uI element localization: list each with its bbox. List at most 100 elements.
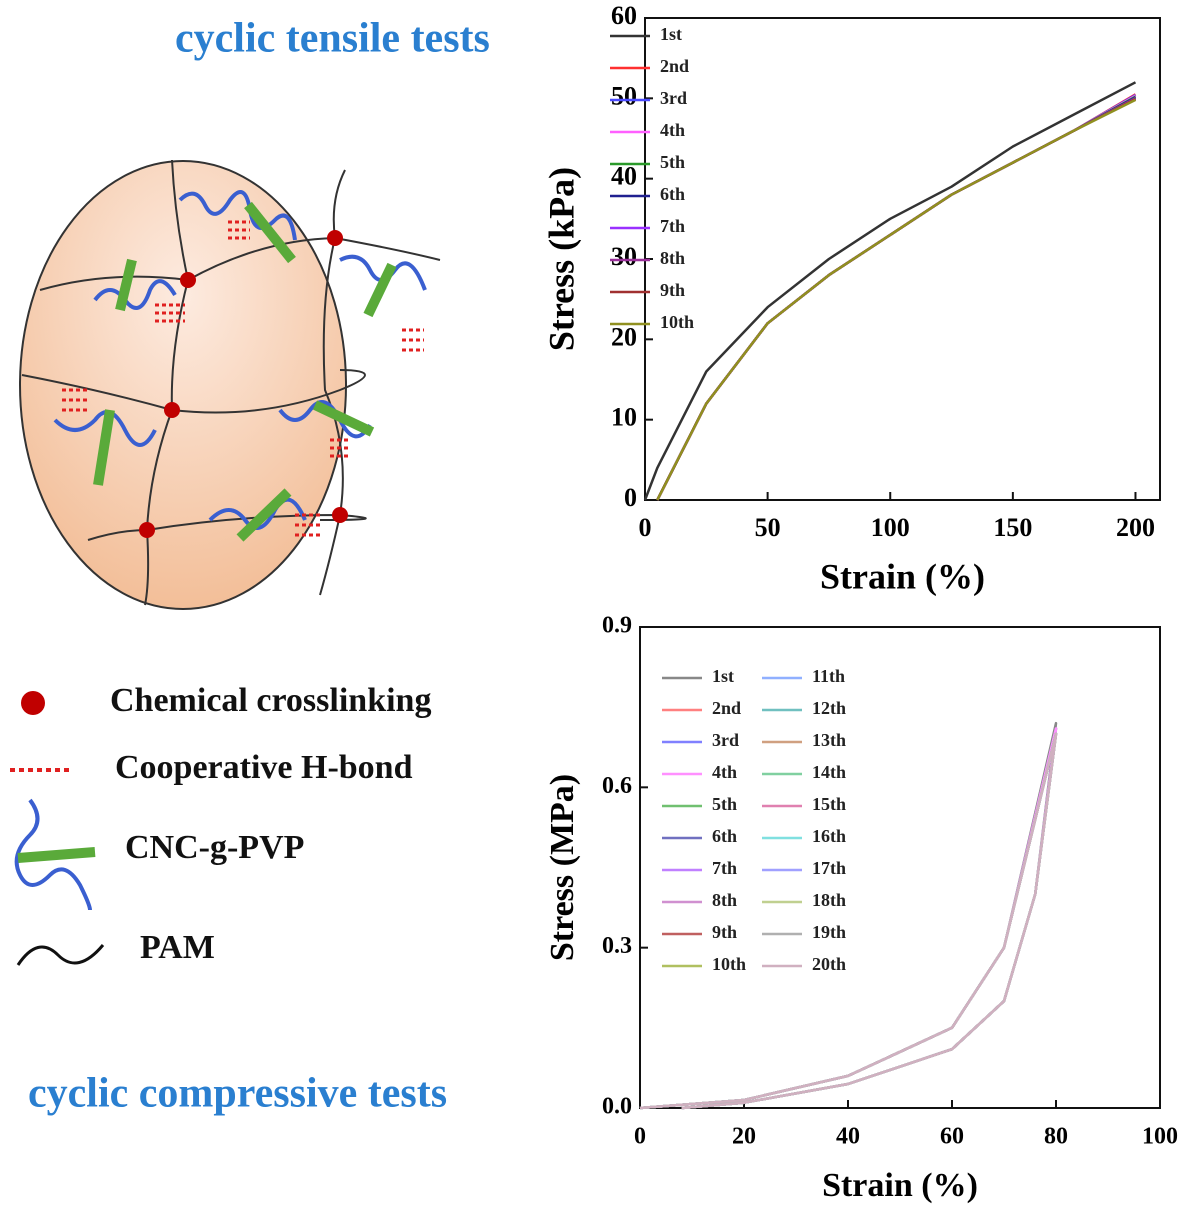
legend-label: 10th [660,312,694,332]
legend-label: 2nd [660,56,689,76]
y-tick-label: 0 [624,483,637,512]
legend-label: 11th [812,666,845,686]
legend-label: 3rd [712,730,739,750]
x-tick-label: 80 [1044,1124,1068,1150]
title: cyclic compressive tests [28,1071,447,1117]
series-line [656,97,1137,501]
y-tick-label: 0.3 [602,933,632,959]
x-tick-label: 100 [871,513,910,542]
legend-label: PAM [140,929,215,966]
series-line [639,732,1058,1110]
y-axis-label: Stress (kPa) [541,167,581,351]
legend-label: 5th [660,152,685,172]
legend-label: 16th [812,826,846,846]
y-tick-label: 20 [611,322,637,351]
legend-label: Chemical crosslinking [110,682,431,719]
plot-frame [644,17,1161,501]
y-tick-label: 40 [611,162,637,191]
x-tick-label: 100 [1142,1124,1178,1150]
x-tick-label: 150 [993,513,1032,542]
y-tick-label: 60 [611,1,637,30]
y-tick-label: 0.6 [602,773,632,799]
x-tick-label: 50 [755,513,781,542]
series-line [639,727,1058,1110]
y-tick-label: 30 [611,242,637,271]
series-line [639,732,1058,1110]
crosslink-icon [21,691,45,715]
legend-label: 18th [812,890,846,910]
series-line [639,732,1058,1110]
legend-label: 1st [660,24,682,44]
series-line [656,95,1137,501]
series-line [656,94,1137,501]
legend-label: 10th [712,954,746,974]
legend-label: Cooperative H-bond [115,749,413,786]
legend-label: 19th [812,922,846,942]
x-axis-label: Strain (%) [822,1167,978,1204]
legend-label: 1st [712,666,734,686]
legend-label: 5th [712,794,737,814]
legend-label: 9th [660,280,685,300]
x-tick-label: 0 [639,513,652,542]
series-line [639,732,1058,1110]
legend-label: 17th [812,858,846,878]
legend-label: 3rd [660,88,687,108]
series-line [639,732,1058,1110]
y-tick-label: 0.0 [602,1094,632,1120]
network-diagram [19,159,441,610]
y-tick-label: 10 [611,403,637,432]
legend-label: 4th [660,120,685,140]
series-line [639,721,1058,1110]
legend-label: 6th [660,184,685,204]
legend-label: 7th [712,858,737,878]
legend-label: 2nd [712,698,741,718]
y-axis-label: Stress (MPa) [544,774,581,961]
x-tick-label: 0 [634,1124,646,1150]
series-line [656,96,1137,501]
legend-label: 6th [712,826,737,846]
series-line [639,727,1058,1110]
series-line [656,94,1137,501]
series-line [639,732,1058,1110]
series-line [639,732,1058,1110]
pam-icon [16,944,105,966]
series-line [639,732,1058,1110]
series-line [639,727,1058,1110]
series-line [643,81,1137,501]
x-tick-label: 40 [836,1124,860,1150]
series-line [639,732,1058,1110]
series-line [656,97,1137,501]
legend-label: 7th [660,216,685,236]
legend-label: CNC-g-PVP [125,829,304,866]
series-line [639,732,1058,1110]
title: cyclic tensile tests [175,16,490,62]
x-tick-label: 60 [940,1124,964,1150]
legend-label: 15th [812,794,846,814]
y-tick-label: 0.9 [602,613,632,639]
series-line [639,732,1058,1110]
legend-label: 4th [712,762,737,782]
series-line [656,93,1137,501]
x-axis-label: Strain (%) [820,556,985,596]
legend-label: 9th [712,922,737,942]
legend-label: 13th [812,730,846,750]
legend-label: 8th [660,248,685,268]
legend-label: 8th [712,890,737,910]
x-tick-label: 20 [732,1124,756,1150]
plot-frame [639,626,1161,1109]
series-line [639,732,1058,1110]
series-line [639,732,1058,1110]
legend-label: 14th [812,762,846,782]
series-line [639,732,1058,1110]
y-tick-label: 50 [611,81,637,110]
cnc-icon [14,798,96,911]
series-line [639,732,1058,1110]
x-tick-label: 200 [1116,513,1155,542]
legend-label: 12th [812,698,846,718]
series-line [639,732,1058,1110]
diagram-legend: Chemical crosslinking Cooperative H-bond… [10,682,431,966]
series-line [656,97,1137,501]
legend-label: 20th [812,954,846,974]
series-line [656,98,1137,501]
